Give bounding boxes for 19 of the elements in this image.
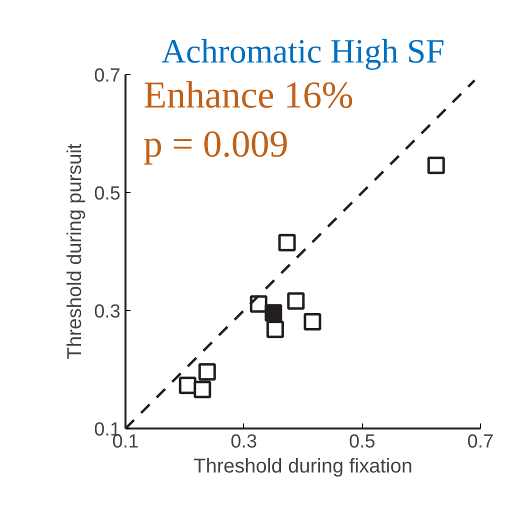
- point: [427, 156, 445, 174]
- point: [287, 292, 305, 310]
- x-tick-label: 0.7: [467, 432, 494, 452]
- annotation: Enhance 16%: [144, 74, 354, 116]
- chart-title: Achromatic High SF: [161, 34, 445, 70]
- point: [194, 380, 212, 398]
- point: [304, 312, 322, 330]
- annotation: p = 0.009: [144, 124, 288, 166]
- x-tick-label: 0.3: [230, 432, 258, 452]
- x-axis-title: Threshold during fixation: [193, 456, 413, 478]
- y-tick-label: 0.3: [94, 302, 121, 322]
- y-tick-label: 0.7: [94, 66, 121, 86]
- x-tick-label: 0.5: [348, 432, 376, 452]
- point: [266, 320, 284, 338]
- y-axis-title: Threshold during pursuit: [64, 143, 86, 360]
- point: [198, 363, 216, 381]
- point: [264, 304, 282, 322]
- y-tick-label: 0.5: [94, 184, 121, 204]
- point: [278, 234, 296, 252]
